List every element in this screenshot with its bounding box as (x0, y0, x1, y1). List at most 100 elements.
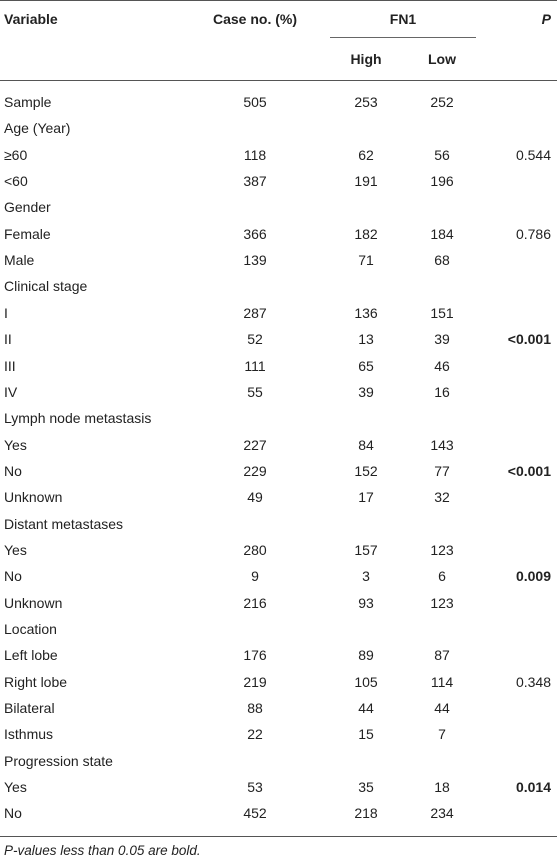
row-low: 252 (430, 94, 454, 110)
row-low: 87 (434, 647, 450, 663)
row-high: 65 (358, 358, 374, 374)
row-label: No (4, 805, 22, 821)
row-case-no: 227 (243, 437, 267, 453)
row-case-no: 88 (247, 700, 263, 716)
header-variable: Variable (4, 11, 58, 27)
row-label: II (4, 331, 12, 347)
row-high: 152 (354, 463, 378, 479)
row-label: ≥60 (4, 147, 28, 163)
row-low: 6 (438, 568, 446, 584)
row-low: 234 (430, 805, 454, 821)
row-label: Age (Year) (4, 120, 71, 136)
row-case-no: 387 (243, 173, 267, 189)
row-case-no: 216 (243, 595, 267, 611)
row-case-no: 280 (243, 542, 267, 558)
row-p-value: 0.348 (515, 674, 551, 690)
row-label: IV (4, 384, 18, 400)
row-case-no: 219 (243, 674, 267, 690)
row-low: 123 (430, 542, 454, 558)
row-p-value: 0.014 (515, 779, 551, 795)
row-label: Distant metastases (4, 516, 124, 532)
row-high: 13 (358, 331, 374, 347)
row-high: 39 (358, 384, 374, 400)
row-case-no: 176 (243, 647, 267, 663)
fn1-subrule (330, 37, 476, 38)
row-p-value: 0.786 (515, 226, 551, 242)
row-case-no: 452 (243, 805, 267, 821)
row-case-no: 53 (247, 779, 263, 795)
row-label: Lymph node metastasis (4, 410, 152, 426)
row-label: Male (4, 252, 35, 268)
row-low: 46 (434, 358, 450, 374)
row-low: 68 (434, 252, 450, 268)
row-high: 71 (358, 252, 374, 268)
table-top-rule (0, 0, 557, 1)
row-low: 77 (434, 463, 450, 479)
row-case-no: 229 (243, 463, 267, 479)
row-label: III (4, 358, 16, 374)
row-high: 62 (358, 147, 374, 163)
row-high: 157 (354, 542, 378, 558)
row-label: No (4, 568, 22, 584)
row-label: I (4, 305, 8, 321)
row-p-value: <0.001 (507, 463, 551, 479)
row-high: 84 (358, 437, 374, 453)
row-label: Gender (4, 199, 51, 215)
row-case-no: 52 (247, 331, 263, 347)
row-high: 182 (354, 226, 378, 242)
row-case-no: 366 (243, 226, 267, 242)
header-high: High (350, 51, 382, 67)
row-low: 18 (434, 779, 450, 795)
row-low: 151 (430, 305, 454, 321)
header-low: Low (428, 51, 456, 67)
row-case-no: 111 (244, 358, 266, 374)
row-case-no: 139 (243, 252, 267, 268)
row-label: <60 (4, 173, 28, 189)
row-case-no: 287 (243, 305, 267, 321)
row-label: Bilateral (4, 700, 55, 716)
table-footnote: P-values less than 0.05 are bold. (4, 843, 201, 858)
row-p-value: <0.001 (507, 331, 551, 347)
row-case-no: 49 (247, 489, 263, 505)
row-low: 56 (434, 147, 450, 163)
row-case-no: 118 (243, 147, 267, 163)
row-low: 39 (434, 331, 450, 347)
row-label: No (4, 463, 22, 479)
row-p-value: 0.544 (515, 147, 551, 163)
row-low: 143 (430, 437, 454, 453)
row-low: 184 (430, 226, 454, 242)
row-label: Female (4, 226, 51, 242)
row-high: 17 (358, 489, 374, 505)
row-high: 35 (358, 779, 374, 795)
row-p-value: 0.009 (515, 568, 551, 584)
table-header-rule (0, 80, 557, 81)
row-high: 93 (358, 595, 374, 611)
header-case-no: Case no. (%) (212, 11, 297, 27)
header-p: P (541, 11, 551, 27)
row-low: 114 (430, 674, 454, 690)
row-label: Yes (4, 437, 27, 453)
row-label: Isthmus (4, 726, 54, 742)
row-case-no: 55 (247, 384, 263, 400)
row-case-no: 505 (243, 94, 267, 110)
row-label: Left lobe (4, 647, 58, 663)
row-low: 44 (434, 700, 450, 716)
row-low: 196 (430, 173, 454, 189)
row-high: 136 (354, 305, 378, 321)
row-high: 89 (358, 647, 374, 663)
row-high: 253 (354, 94, 378, 110)
row-label: Unknown (4, 595, 63, 611)
row-high: 191 (354, 173, 378, 189)
row-case-no: 9 (251, 568, 259, 584)
table-bottom-rule (0, 836, 557, 837)
header-fn1: FN1 (389, 11, 417, 27)
row-low: 7 (438, 726, 446, 742)
row-low: 32 (434, 489, 450, 505)
row-label: Sample (4, 94, 52, 110)
row-low: 16 (434, 384, 450, 400)
row-label: Location (4, 621, 57, 637)
row-label: Progression state (4, 753, 113, 769)
row-high: 15 (358, 726, 374, 742)
row-low: 123 (430, 595, 454, 611)
row-high: 218 (354, 805, 378, 821)
